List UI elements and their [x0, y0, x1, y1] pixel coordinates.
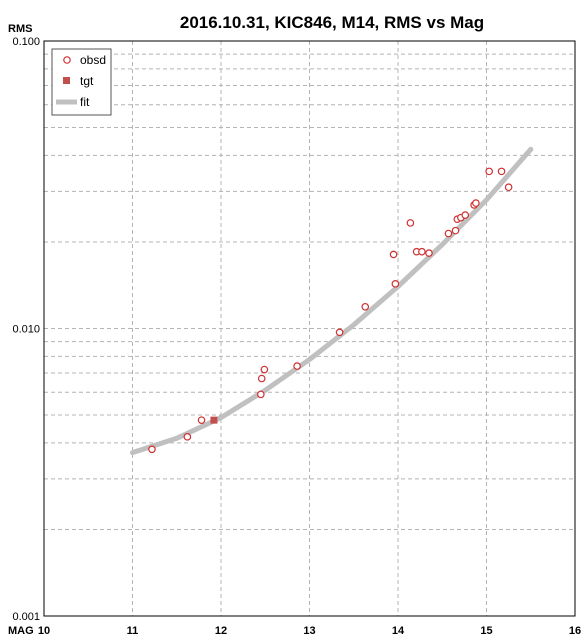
- obsd-point: [472, 199, 480, 207]
- x-tick-label: 16: [569, 625, 581, 637]
- x-tick-label: 14: [392, 625, 405, 637]
- fit-series: [130, 146, 534, 456]
- obsd-point: [293, 362, 301, 370]
- obsd-series: [148, 167, 513, 454]
- obsd-point: [197, 416, 206, 424]
- chart-title: 2016.10.31, KIC846, M14, RMS vs Mag: [180, 13, 484, 32]
- x-tick-label: 15: [480, 625, 492, 637]
- fit-line: [130, 146, 534, 456]
- y-tick-label: 0.100: [12, 36, 40, 48]
- x-tick-label: 13: [303, 625, 315, 637]
- y-axis-label: RMS: [8, 23, 32, 35]
- legend-tgt-marker: [63, 77, 70, 84]
- y-tick-label: 0.001: [12, 611, 40, 623]
- legend-obsd-marker: [63, 56, 71, 64]
- x-axis-label: MAG: [8, 625, 34, 637]
- obsd-point: [361, 302, 370, 311]
- y-tick-labels: 0.100 0.010 0.001: [12, 36, 40, 623]
- x-tick-label: 10: [38, 625, 50, 637]
- plot-frame: [43, 40, 576, 617]
- obsd-point: [389, 250, 398, 259]
- obsd-point: [485, 167, 493, 176]
- y-tick-label: 0.010: [12, 324, 40, 336]
- obsd-point: [418, 247, 426, 256]
- obsd-point: [257, 374, 266, 383]
- legend-tgt-label: tgt: [80, 74, 94, 88]
- obsd-point: [260, 365, 269, 374]
- grid: [44, 41, 575, 616]
- obsd-point: [497, 167, 506, 176]
- x-tick-label: 12: [215, 625, 227, 637]
- tgt-point: [210, 416, 218, 424]
- tgt-series: [210, 416, 218, 424]
- legend: obsd tgt fit: [51, 48, 112, 116]
- x-tick-labels: 10 11 12 13 14 15 16: [38, 625, 581, 637]
- obsd-point: [425, 249, 433, 257]
- obsd-point: [504, 183, 513, 192]
- x-tick-label: 11: [127, 625, 139, 637]
- obsd-point: [451, 226, 460, 235]
- obsd-point: [406, 219, 415, 227]
- obsd-point: [461, 211, 470, 219]
- obsd-point: [444, 229, 453, 238]
- legend-fit-label: fit: [80, 95, 90, 109]
- obsd-point: [148, 445, 156, 454]
- obsd-point: [257, 390, 265, 399]
- legend-obsd-label: obsd: [80, 53, 106, 67]
- obsd-point: [391, 280, 400, 288]
- obsd-point: [335, 328, 344, 337]
- obsd-point: [183, 433, 192, 441]
